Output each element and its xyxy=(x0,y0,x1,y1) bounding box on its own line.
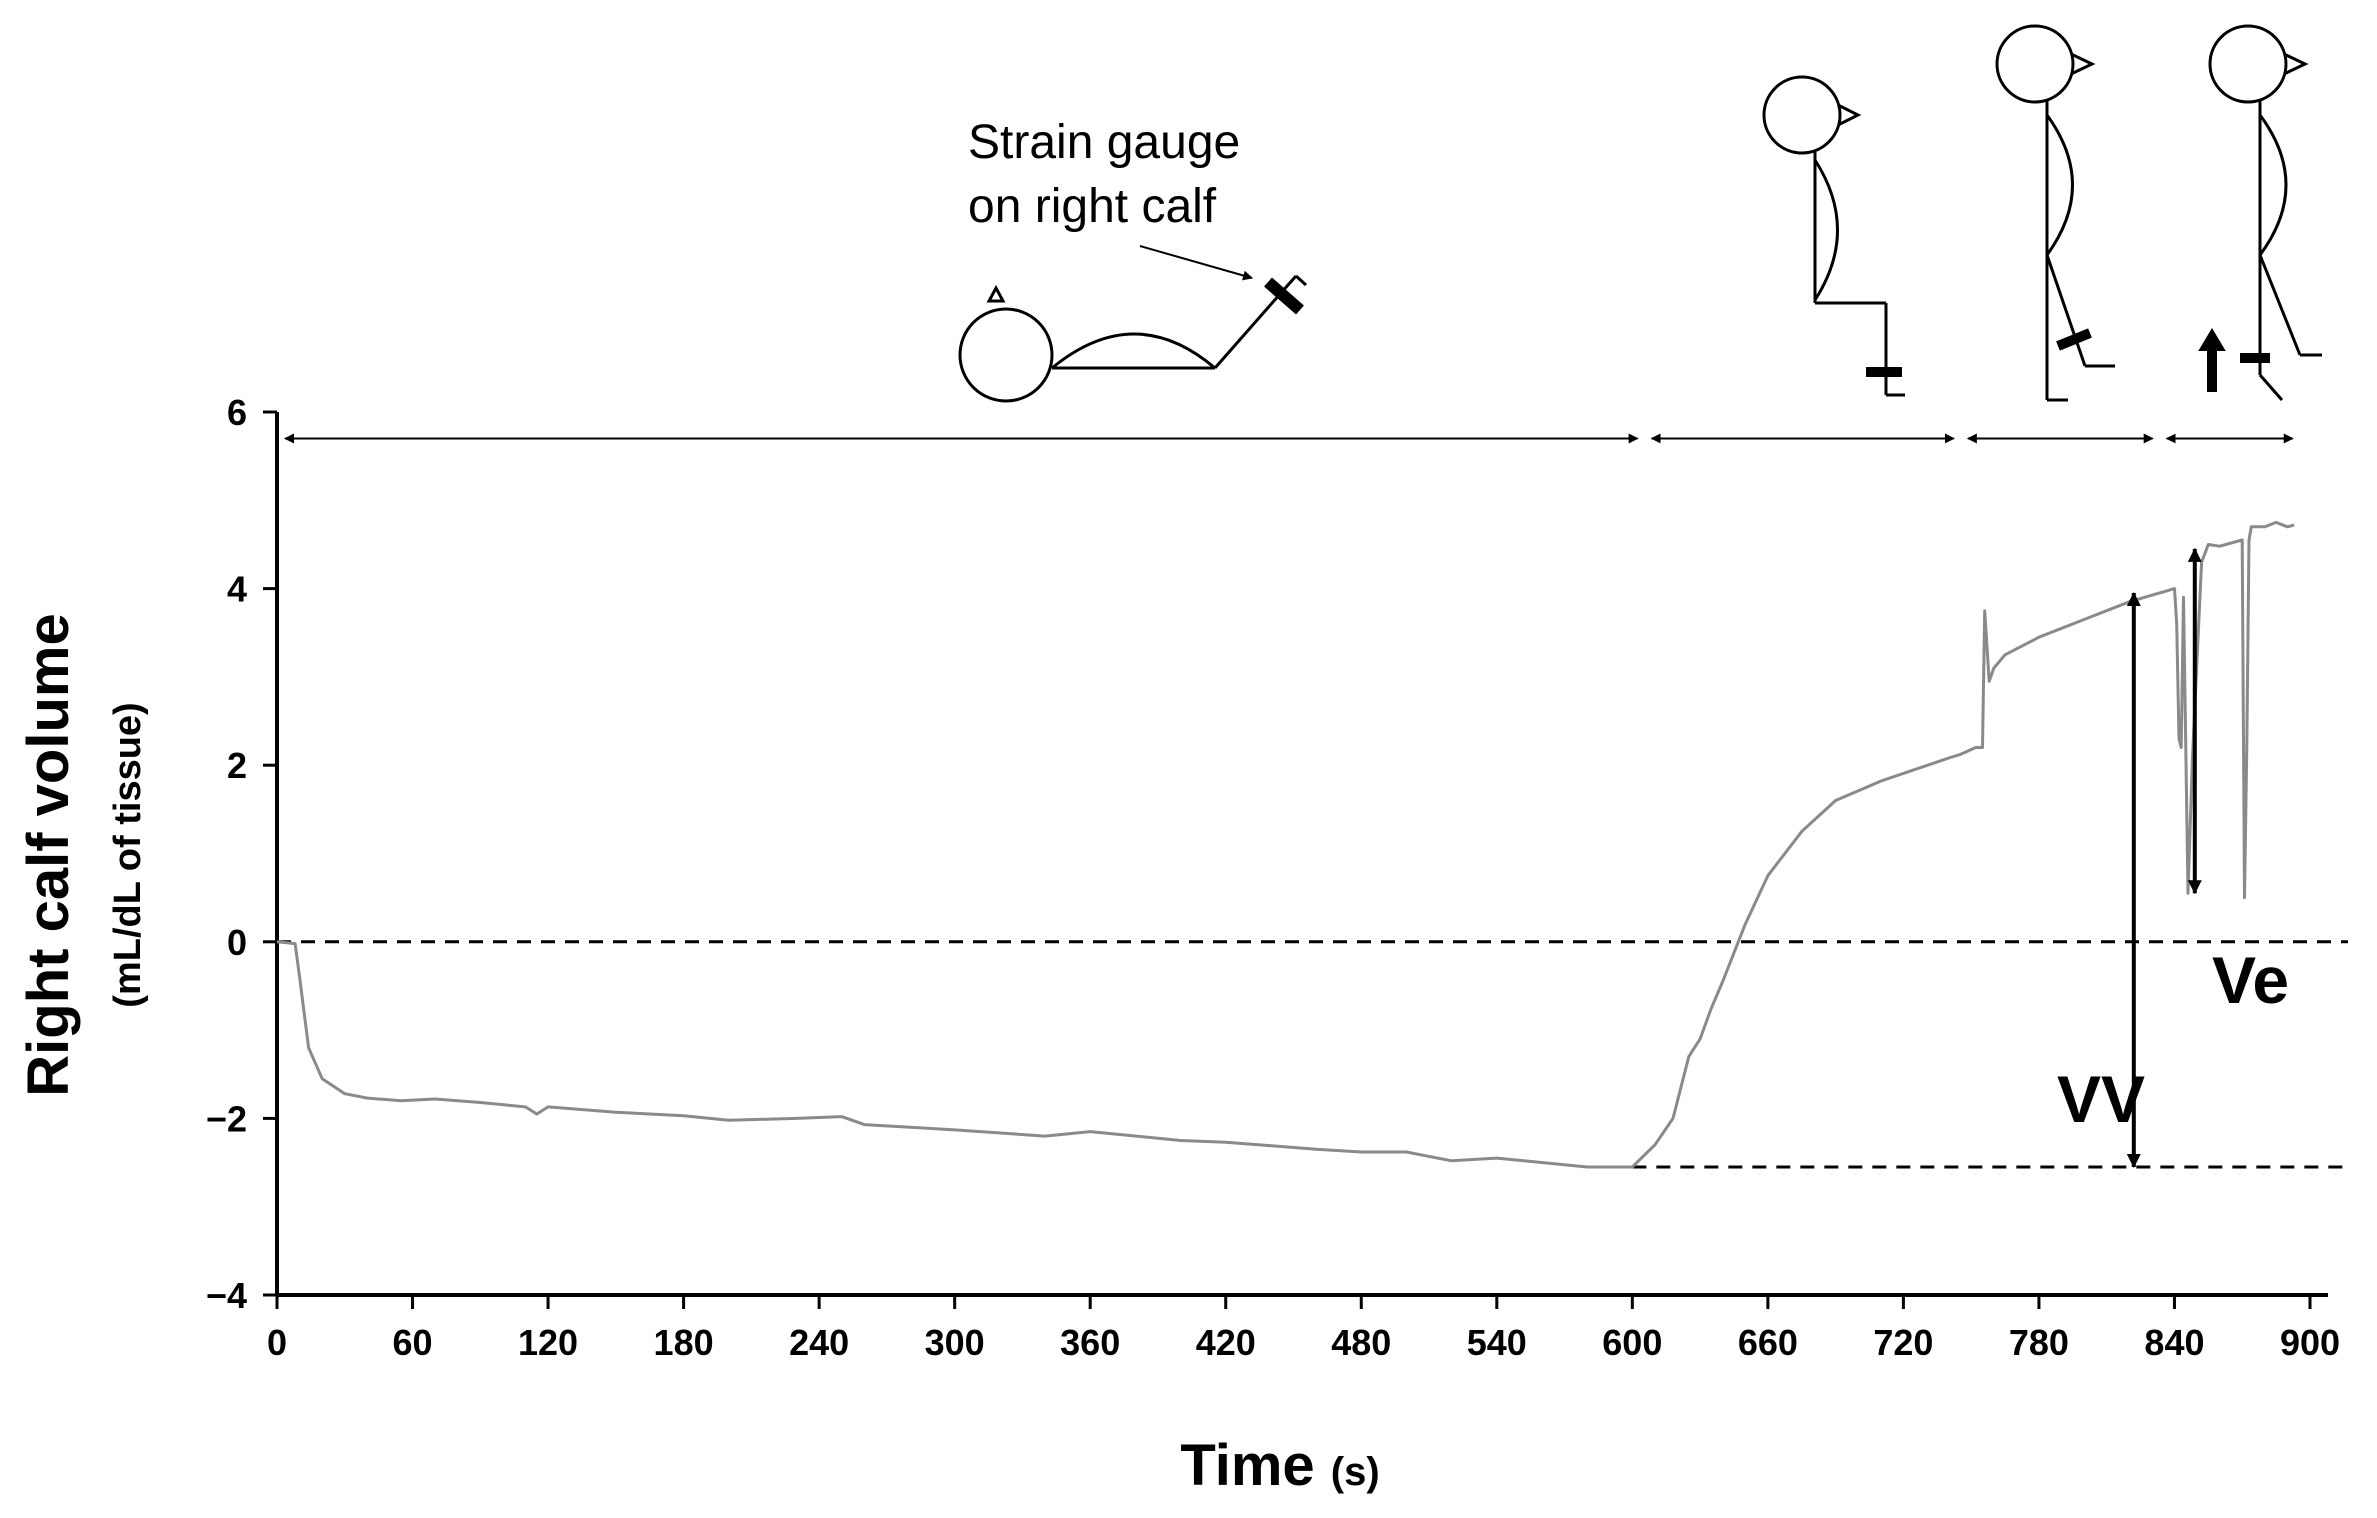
y-axis-title: Right calf volume xyxy=(16,613,81,1096)
y-tick-label: 6 xyxy=(227,392,247,433)
tiptoe-figure-illustration xyxy=(2198,24,2322,401)
series-line xyxy=(276,520,2295,1169)
x-tick-label: 540 xyxy=(1467,1322,1527,1363)
y-tick-label: 4 xyxy=(227,569,247,610)
volume-arrows xyxy=(2126,547,2202,1168)
x-tick-label: 780 xyxy=(2009,1322,2069,1363)
x-axis-unit: (s) xyxy=(1331,1450,1380,1494)
x-tick-label: 660 xyxy=(1738,1322,1798,1363)
supine-figure-illustration xyxy=(958,274,1308,403)
strain-gauge-note-line1: Strain gauge xyxy=(968,116,1240,169)
x-tick-label: 720 xyxy=(1873,1322,1933,1363)
y-axis-ticks: 6 4 2 0 −2 −4 xyxy=(206,392,277,1316)
x-axis-title: Time (s) xyxy=(1180,1433,1379,1498)
x-tick-label: 60 xyxy=(393,1322,433,1363)
strain-gauge-note-line2: on right calf xyxy=(968,180,1217,233)
x-tick-label: 300 xyxy=(925,1322,985,1363)
x-tick-label: 840 xyxy=(2144,1322,2204,1363)
y-tick-label: 2 xyxy=(227,745,247,786)
x-tick-label: 240 xyxy=(789,1322,849,1363)
vv-label: VV xyxy=(2057,1062,2145,1136)
x-tick-label: 0 xyxy=(267,1322,287,1363)
x-tick-label: 600 xyxy=(1602,1322,1662,1363)
y-tick-label: −4 xyxy=(206,1275,247,1316)
ve-label: Ve xyxy=(2212,943,2289,1017)
axes xyxy=(275,412,2328,1297)
reference-lines xyxy=(277,940,2348,1169)
series-group xyxy=(276,520,2295,1169)
strain-gauge-pointer xyxy=(1139,245,1253,281)
x-axis-ticks: 0 60 120 180 240 300 360 420 480 540 600 660 720 780 8… xyxy=(267,1295,2340,1363)
y-tick-label: 0 xyxy=(227,922,247,963)
x-axis-label: Time xyxy=(1180,1433,1314,1498)
x-tick-label: 180 xyxy=(654,1322,714,1363)
y-axis-unit: (mL/dL of tissue) xyxy=(107,702,149,1007)
x-tick-label: 420 xyxy=(1196,1322,1256,1363)
standing-figure-illustration xyxy=(1995,24,2115,402)
x-tick-label: 480 xyxy=(1331,1322,1391,1363)
x-tick-label: 900 xyxy=(2280,1322,2340,1363)
y-tick-label: −2 xyxy=(206,1098,247,1139)
x-tick-label: 120 xyxy=(518,1322,578,1363)
x-tick-label: 360 xyxy=(1060,1322,1120,1363)
sitting-figure-illustration xyxy=(1762,75,1905,397)
